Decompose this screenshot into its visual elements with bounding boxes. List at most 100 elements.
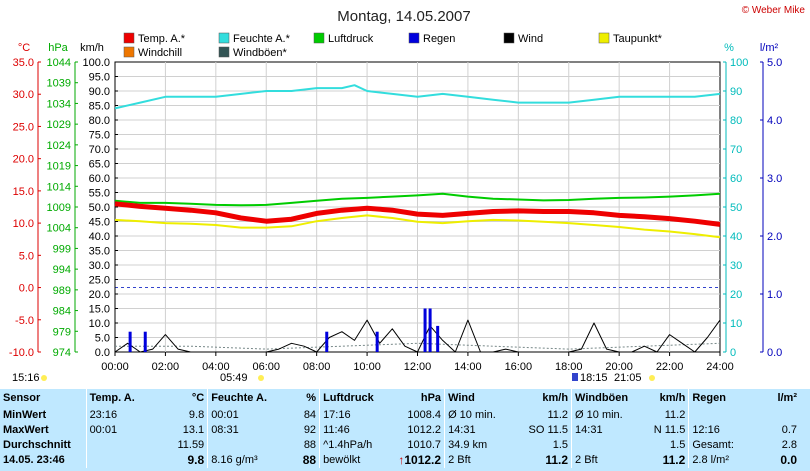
tick-label-humidity: 90 [730, 86, 742, 98]
cell: 2.8 l/m² [688, 453, 755, 468]
tick-label-pressure: 1034 [47, 98, 71, 110]
hdr-gusts-unit: km/h [659, 392, 686, 404]
tick-label-temp: 30.0 [13, 89, 34, 101]
cell: 9.8 [188, 409, 205, 421]
hdr-pressure-unit: hPa [420, 392, 442, 404]
stats-panel: Sensor Temp. A. °C Feuchte A. % Luftdruc… [0, 389, 810, 471]
cell: 0.0 [780, 453, 797, 467]
unit-temp: °C [18, 42, 30, 54]
tick-label-wind: 5.0 [95, 333, 110, 345]
hdr-temp-unit: °C [191, 392, 205, 404]
cell: 1.5 [552, 439, 569, 451]
grid [115, 62, 720, 352]
tick-label-humidity: 80 [730, 115, 742, 127]
x-tick-label: 00:00 [101, 361, 129, 373]
x-tick-label: 16:00 [505, 361, 533, 373]
cell: 88 [303, 439, 317, 451]
cell: 0.7 [781, 424, 797, 436]
cell: bewölkt [319, 453, 396, 468]
credit-text: © Weber Mike [742, 5, 806, 16]
tick-label-rain: 4.0 [767, 115, 782, 127]
cell [755, 408, 800, 423]
pressure-current: 1012.2 [404, 453, 442, 467]
cell: 9.8 [187, 453, 205, 467]
x-tick-label: 18:00 [555, 361, 583, 373]
tick-label-temp: -5.0 [15, 315, 34, 327]
tick-label-rain: 3.0 [767, 173, 782, 185]
tick-label-pressure: 999 [53, 243, 71, 255]
cell: N 11.5 [653, 424, 686, 436]
tick-label-humidity: 40 [730, 231, 742, 243]
sunrise-time: 05:49 [220, 372, 248, 384]
series-line-temp-a [114, 201, 721, 227]
series-line-luftdruck [114, 192, 721, 207]
tick-label-rain: 5.0 [767, 57, 782, 69]
legend-swatch [218, 32, 230, 44]
stats-header-row: Sensor Temp. A. °C Feuchte A. % Luftdruc… [0, 389, 800, 408]
tick-label-humidity: 0 [730, 347, 736, 359]
tick-label-temp: 5.0 [19, 250, 34, 262]
y-axes: 35.0 30.0 25.0 20.0 15.0 10.0 5.0 0.0 -5.0 -10.0 1… [9, 57, 782, 359]
tick-label-temp: 0.0 [19, 283, 34, 295]
cell: 12:16 [688, 423, 755, 438]
row-label: MinWert [3, 409, 47, 421]
tick-label-wind: 25.0 [89, 275, 110, 287]
hdr-rain-unit: l/m² [777, 392, 797, 404]
chart-title: Montag, 14.05.2007 [337, 8, 470, 25]
tick-label-wind: 60.0 [89, 173, 110, 185]
tick-label-pressure: 1019 [47, 161, 71, 173]
tick-label-wind: 75.0 [89, 130, 110, 142]
row-label: MaxWert [3, 424, 49, 436]
tick-label-wind: 65.0 [89, 159, 110, 171]
stats-row-min: MinWert 23:16 9.8 00:01 84 17:16 1008.4 … [0, 408, 800, 423]
arrow-up-icon: ↑ [398, 453, 405, 467]
tick-label-pressure: 994 [53, 264, 71, 276]
rain-bar [375, 331, 379, 352]
legend-swatch [123, 32, 135, 44]
hdr-wind-unit: km/h [542, 392, 569, 404]
hdr-sensor: Sensor [3, 392, 41, 404]
moon-time: 21:05 [614, 372, 642, 384]
cell: ↑1012.2 [395, 453, 444, 468]
tick-label-pressure: 1009 [47, 202, 71, 214]
cell: Gesamt: [688, 438, 755, 453]
cell: 1.5 [670, 439, 686, 451]
hdr-humidity: Feuchte A. [207, 389, 284, 408]
rain-bar [423, 308, 427, 352]
cell: 08:31 [207, 423, 284, 438]
tick-label-wind: 90.0 [89, 86, 110, 98]
tick-label-humidity: 50 [730, 202, 742, 214]
unit-humidity: % [724, 42, 734, 54]
sunset-time: 18:15 [580, 372, 608, 384]
cell: 2.8 [781, 439, 797, 451]
legend-label: Luftdruck [328, 33, 374, 45]
tick-label-temp: 25.0 [13, 121, 34, 133]
cell: 00:01 [85, 423, 162, 438]
cell: 2 Bft [444, 453, 511, 468]
cell [688, 408, 755, 423]
tick-label-pressure: 974 [53, 347, 71, 359]
rain-bar [325, 331, 329, 352]
x-tick-label: 10:00 [353, 361, 381, 373]
hdr-temp: Temp. A. [85, 389, 162, 408]
tick-label-wind: 85.0 [89, 101, 110, 113]
row-label: Durchschnitt [3, 439, 71, 451]
tick-label-temp: 35.0 [13, 57, 34, 69]
cell: Ø 10 min. [444, 408, 511, 423]
tick-label-pressure: 1044 [47, 57, 71, 69]
sunset-icon [572, 373, 578, 381]
hdr-wind: Wind [444, 389, 511, 408]
tick-label-pressure: 1014 [47, 181, 71, 193]
x-tick-label: 12:00 [404, 361, 432, 373]
tick-label-humidity: 60 [730, 173, 742, 185]
rain-bar [428, 308, 432, 352]
tick-label-wind: 15.0 [89, 304, 110, 316]
cell: 23:16 [85, 408, 162, 423]
series-line-feuchte-a [114, 84, 721, 110]
sunrise-icon [258, 375, 264, 381]
x-axis: 00:00 02:00 04:00 06:00 08:00 10:00 12:00 14:00… [101, 352, 734, 373]
tick-label-temp: 20.0 [13, 154, 34, 166]
rain-bar [128, 331, 132, 352]
legend-label: Feuchte A.* [233, 33, 291, 45]
hdr-gusts: Windböen [571, 389, 638, 408]
